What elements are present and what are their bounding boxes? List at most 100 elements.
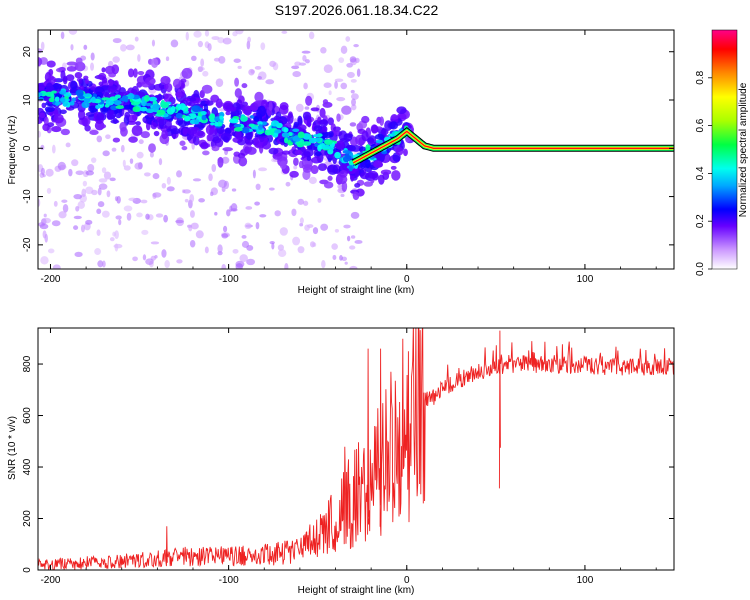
spectrogram-noise-blob [346, 71, 355, 79]
spectrogram-blob [137, 70, 145, 76]
spectrogram-core-blob [82, 93, 91, 98]
spectrogram-noise-blob [38, 222, 45, 227]
spectrogram-noise-blob [350, 235, 356, 239]
spectrogram-blob [389, 121, 399, 130]
spectrogram-blob [357, 128, 366, 135]
spectrogram-ytick-label: 20 [22, 46, 33, 58]
spectrogram-core-blob [63, 96, 69, 100]
spectrogram-noise-blob [65, 142, 71, 148]
spectrogram-noise-blob [354, 239, 363, 244]
snr-ytick-label: 0 [22, 567, 33, 573]
spectrogram-noise-blob [75, 170, 84, 176]
spectrogram-noise-blob [353, 44, 359, 48]
spectrogram-noise-blob [269, 241, 275, 245]
spectrogram-noise-blob [332, 254, 337, 261]
spectrogram-noise-blob [57, 161, 66, 171]
spectrogram-blob [180, 78, 187, 83]
spectrogram-noise-blob [356, 68, 361, 77]
spectrogram-core-blob [257, 121, 263, 126]
spectrogram-noise-blob [340, 82, 348, 90]
spectrogram-noise-blob [176, 259, 183, 264]
spectrogram-noise-blob [85, 219, 93, 225]
spectrogram-noise-blob [47, 248, 55, 254]
spectrogram-noise-blob [150, 241, 160, 245]
spectrogram-noise-blob [340, 193, 345, 197]
spectrogram-noise-blob [101, 210, 110, 218]
spectrogram-core-blob [345, 155, 352, 160]
spectrogram-noise-blob [82, 180, 88, 187]
spectrogram-noise-blob [85, 170, 95, 176]
spectrogram-noise-blob [222, 37, 232, 45]
colorbar: 0.0 0.2 0.4 0.6 0.8 Normalized spectral ampl… [695, 29, 749, 276]
spectrogram-noise-blob [102, 150, 110, 157]
spectrogram-blob [203, 103, 209, 113]
spectrogram-blob [310, 107, 320, 112]
spectrogram-blob [112, 118, 118, 124]
spectrogram-core-blob [113, 99, 122, 106]
spectrogram-core-blob [334, 151, 341, 159]
spectrogram-blob [303, 148, 314, 157]
spectrogram-blob [38, 57, 43, 67]
spectrogram-blob [128, 136, 138, 143]
spectrogram-core-blob [210, 122, 215, 126]
spectrogram-blob [161, 129, 169, 140]
spectrogram-noise-blob [292, 236, 301, 246]
spectrogram-noise-blob [252, 169, 256, 179]
spectrogram-blob [390, 165, 397, 170]
spectrogram-noise-blob [245, 206, 253, 210]
spectrogram-noise-blob [204, 30, 210, 37]
spectrogram-noise-blob [254, 66, 262, 70]
spectrogram-core-blob [127, 92, 135, 100]
spectrogram-noise-blob [123, 165, 131, 171]
spectrogram-blob [181, 145, 188, 151]
spectrogram-core-blob [48, 97, 55, 103]
spectrogram-blob [181, 67, 193, 79]
spectrogram-blob [313, 125, 323, 132]
spectrogram-noise-blob [213, 57, 221, 62]
spectrogram-blob [343, 133, 353, 142]
spectrogram-noise-blob [323, 82, 332, 88]
spectrogram-core-blob [258, 124, 263, 130]
spectrogram-y-ticks: 20 10 0 -10 -20 [22, 46, 674, 252]
spectrogram-core-blob [321, 144, 331, 150]
spectrogram-core-blob [139, 106, 148, 112]
spectrogram-blob [237, 138, 247, 146]
spectrogram-blob [244, 106, 256, 111]
spectrogram-noise-blob [221, 186, 226, 193]
spectrogram-blob [293, 157, 299, 166]
spectrogram-noise-blob [140, 199, 148, 204]
spectrogram-noise-blob [91, 189, 98, 196]
spectrogram-noise-blob [60, 31, 65, 40]
spectrogram-blob [305, 95, 313, 106]
spectrogram-blob [107, 85, 117, 94]
spectrogram-blob [150, 57, 159, 69]
spectrogram-core-blob [312, 134, 321, 138]
spectrogram-noise-blob [308, 31, 315, 40]
spectrogram-blob [363, 181, 373, 187]
spectrogram-blob [341, 105, 352, 115]
spectrogram-core-blob [71, 97, 76, 102]
spectrogram-noise-blob [143, 172, 151, 177]
spectrogram-noise-blob [103, 171, 112, 180]
spectrogram-core-blob [83, 97, 91, 103]
spectrogram-noise-blob [218, 179, 227, 188]
spectrogram-blob [289, 170, 299, 178]
spectrogram-blob [262, 117, 268, 123]
spectrogram-core-blob [152, 103, 161, 109]
spectrogram-blob [46, 60, 56, 68]
spectrogram-blob [234, 88, 242, 98]
spectrogram-noise-blob [83, 44, 88, 50]
spectrogram-blob [234, 130, 242, 139]
spectrogram-blob [98, 81, 104, 86]
spectrogram-blob [254, 91, 264, 103]
spectrogram-blob [323, 181, 334, 189]
spectrogram-core-blob [175, 112, 183, 119]
spectrogram-noise-blob [351, 98, 356, 107]
spectrogram-noise-blob [114, 230, 119, 240]
spectrogram-blob [131, 113, 138, 121]
spectrogram-noise-blob [120, 44, 127, 52]
snr-ytick-label: 200 [22, 510, 33, 527]
colorbar-tick-label: 0.6 [695, 118, 706, 132]
spectrogram-noise-blob [317, 197, 322, 203]
spectrogram-noise-blob [87, 163, 95, 172]
